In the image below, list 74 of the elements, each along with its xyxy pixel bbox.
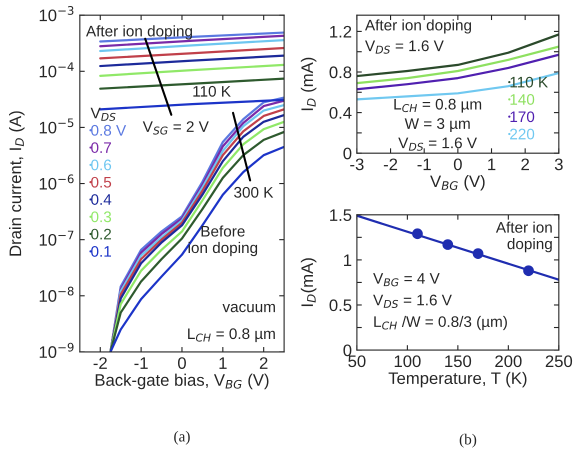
line-series — [356, 54, 559, 90]
y-tick-label: 10$^{−6}$ — [40, 174, 74, 190]
x-tick-label: 0 — [178, 357, 186, 370]
annotation: V$_{DS}$ = 1.6 V — [373, 294, 452, 308]
legend-label: 0.1 — [91, 246, 112, 257]
y-tick-label: 0.4 — [330, 106, 352, 119]
annotation: vacuum — [222, 304, 275, 312]
x-tick-label: 2 — [521, 158, 529, 170]
legend-label: 140 — [510, 94, 534, 105]
y-tick-label: 1.5 — [330, 209, 352, 222]
y-tick-label: 0 — [343, 344, 352, 356]
x-axis-title: Back-gate bias, V$_{BG}$ (V) — [96, 374, 268, 390]
annotation: L$_{CH}$ /W = 0.8/3 (µm) — [374, 316, 507, 330]
y-tick-label: 0.5 — [330, 299, 352, 312]
annotation: After ion doping — [365, 19, 472, 34]
y-axis-title: Drain current, I$_{D}$ (A) — [9, 111, 25, 256]
legend-label: 0.7 — [91, 142, 111, 154]
annotation: Before ion doping — [188, 225, 258, 256]
x-tick-label: 0 — [454, 158, 462, 170]
annotation: V$_{BG}$ = 4 V — [373, 273, 440, 286]
y-tick-label: 10$^{−4}$ — [40, 62, 74, 78]
y-tick-label: 10$^{−5}$ — [40, 118, 74, 134]
annotation: W = 3 µm — [404, 118, 470, 132]
legend-label: 0.2 — [91, 228, 111, 240]
x-tick-label: 2 — [260, 357, 268, 369]
x-axis-title: Temperature, T (K) — [388, 372, 526, 388]
point — [472, 248, 484, 259]
x-tick-label: 1 — [488, 158, 496, 170]
y-tick-label: 0 — [343, 148, 352, 160]
y-axis-title: I$_{D}$ (mA) — [300, 58, 316, 110]
legend-label: 170 — [510, 111, 534, 122]
annotation: 110 K — [193, 86, 231, 97]
x-tick-label: -2 — [94, 357, 107, 369]
x-tick-label: -1 — [134, 357, 148, 369]
y-axis-title: I$_{D}$(mA) — [300, 258, 316, 306]
annotation: V$_{DS}$ = 1.6 V — [398, 137, 477, 151]
text: (a) — [174, 430, 190, 445]
x-tick-label: 3 — [554, 158, 563, 170]
legend-label: 0.5 — [91, 176, 112, 188]
x-tick-label: 200 — [495, 355, 522, 368]
x-axis-title: V$_{BG}$ (V) — [430, 174, 485, 190]
point — [442, 239, 454, 250]
x-tick-label: -1 — [418, 158, 431, 170]
y-tick-label: 10$^{−7}$ — [40, 230, 74, 246]
y-tick-label: 10$^{−8}$ — [40, 286, 74, 302]
annotation: V$_{DS}$ = 1.6 V — [365, 40, 444, 54]
legend-label: 0.8 V — [91, 124, 126, 136]
legend-label: 0.4 — [91, 194, 112, 205]
x-tick-label: 250 — [546, 355, 572, 368]
point — [412, 228, 423, 240]
x-tick-label: -2 — [384, 158, 398, 170]
point — [523, 265, 534, 276]
annotation: After ion doping — [496, 222, 552, 252]
line-series — [356, 33, 559, 78]
x-tick-label: 50 — [348, 355, 366, 368]
annotation: L$_{CH}$ = 0.8 µm — [394, 98, 482, 113]
annotation: V$_{SG}$ = 2 V — [142, 121, 209, 135]
annotation: 300 K — [234, 186, 274, 198]
x-tick-label: 150 — [445, 355, 472, 368]
legend-label: 220 — [510, 128, 534, 140]
x-tick-label: 1 — [219, 357, 227, 369]
y-tick-label: 10$^{−3}$ — [40, 6, 74, 22]
y-tick-label: 1.2 — [330, 26, 352, 38]
y-tick-label: 10$^{−9}$ — [40, 342, 74, 358]
legend-label: 0.6 — [91, 160, 112, 170]
legend-label: 0.3 — [91, 211, 112, 222]
y-tick-label: 1 — [344, 254, 352, 266]
legend-title: V$_{DS}$ — [90, 108, 116, 121]
text: (b) — [460, 434, 476, 448]
x-tick-label: 100 — [394, 355, 421, 368]
x-tick-label: -3 — [350, 158, 364, 170]
annotation: After ion doping — [86, 25, 192, 40]
y-tick-label: 0.8 — [330, 66, 352, 78]
annotation: L$_{CH}$ = 0.8 µm — [188, 328, 275, 342]
